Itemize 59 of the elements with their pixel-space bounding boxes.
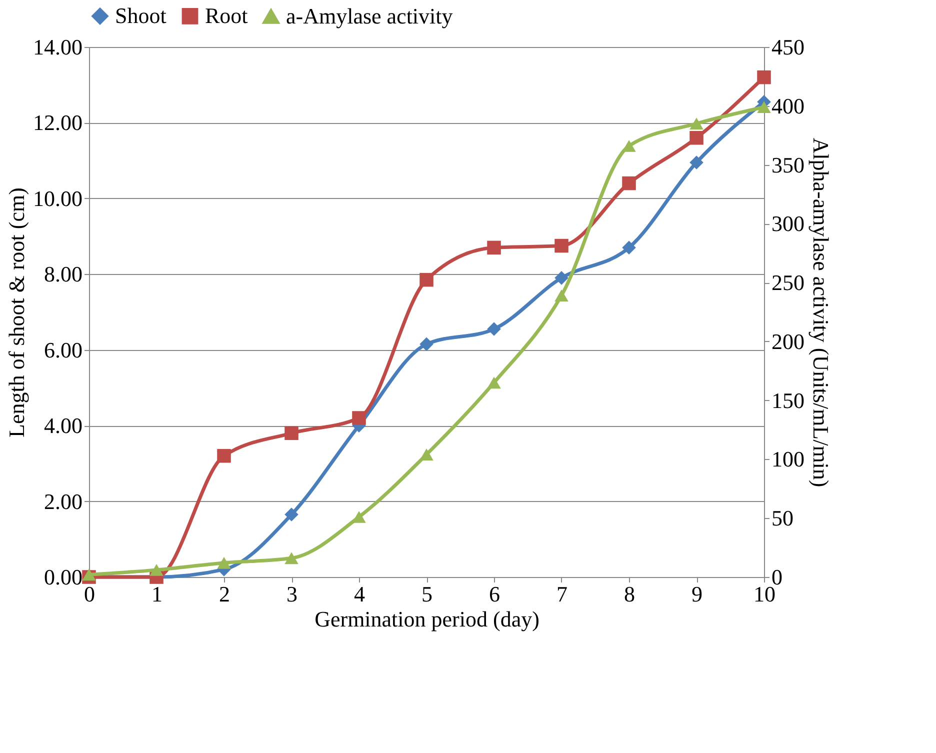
point: [554, 271, 568, 285]
x-tick-label: 5: [422, 582, 432, 606]
point: [554, 290, 568, 302]
x-tick-label: 3: [286, 582, 298, 606]
point: [690, 118, 704, 130]
y-tick-label: 2.00: [44, 488, 82, 514]
y2-tick-label: 50: [772, 506, 794, 531]
x-tick-label: 1: [152, 582, 162, 606]
point: [487, 240, 501, 255]
point: [352, 510, 366, 523]
y-tick-label: 4.00: [44, 413, 82, 438]
point: [352, 411, 366, 425]
point: [150, 564, 164, 576]
point: [420, 272, 434, 287]
y2-tick-label: 250: [772, 270, 804, 296]
point: [284, 426, 298, 440]
point: [622, 140, 636, 152]
y2-tick-label: 450: [772, 34, 804, 60]
point: [690, 130, 704, 145]
y-tick-label: 14.00: [33, 34, 82, 60]
y2-tick-label: 200: [772, 328, 804, 354]
x-tick-label: 2: [219, 582, 230, 606]
x-tick-label: 7: [556, 582, 568, 606]
x-axis-title: Germination period (day): [314, 606, 540, 632]
y2-tick-label: 350: [772, 152, 804, 178]
point: [284, 508, 298, 522]
y-tick-label: 0.00: [44, 564, 82, 590]
point: [420, 448, 434, 460]
point: [554, 238, 568, 253]
point: [622, 176, 636, 190]
point: [217, 556, 231, 569]
x-tick-label: 6: [489, 582, 500, 606]
x-tick-label: 0: [84, 582, 95, 606]
point: [757, 70, 771, 84]
y2-tick-label: 150: [772, 388, 804, 413]
point: [487, 322, 501, 336]
point: [690, 156, 704, 170]
point: [757, 101, 771, 114]
y2-tick-label: 100: [772, 446, 804, 472]
y2-axis-title: Alpha-amylase activity (Units/mL/min): [808, 138, 834, 488]
x-tick-label: 9: [692, 582, 702, 606]
legend-label: a-Amylase activity: [286, 4, 453, 29]
point: [217, 448, 231, 463]
point: [82, 568, 96, 581]
x-tick-label: 4: [354, 582, 365, 606]
point: [622, 240, 636, 255]
legend-label: Shoot: [115, 3, 166, 28]
y-tick-label: 10.00: [33, 186, 82, 211]
y-tick-label: 6.00: [44, 337, 82, 362]
point: [487, 376, 501, 389]
y2-tick-label: 300: [772, 211, 804, 236]
point: [420, 337, 434, 352]
y2-tick-label: 400: [772, 93, 804, 118]
y-tick-label: 8.00: [44, 262, 82, 287]
y-axis-title: Length of shoot & root (cm): [4, 188, 29, 438]
legend-label: Root: [205, 3, 248, 28]
x-tick-label: 8: [624, 582, 635, 606]
y-tick-label: 12.00: [33, 110, 82, 136]
point: [284, 552, 298, 564]
